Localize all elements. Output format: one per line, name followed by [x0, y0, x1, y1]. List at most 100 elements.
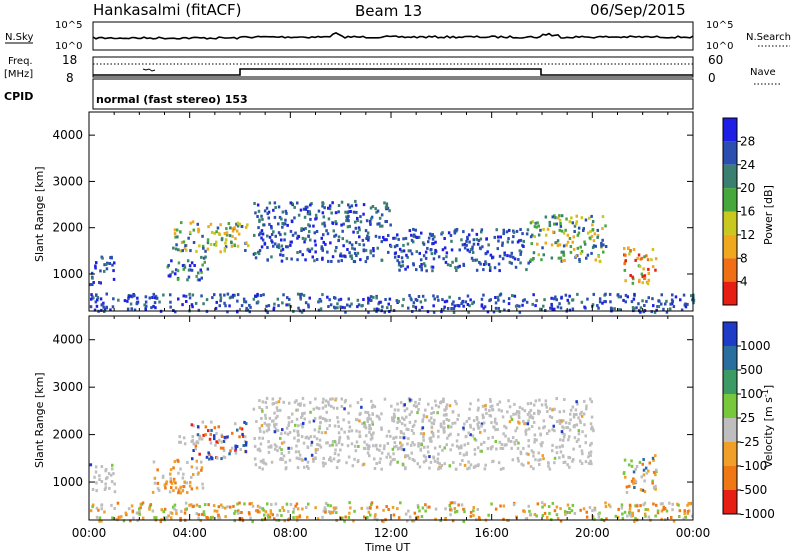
- heatmap-cell: [363, 425, 366, 428]
- heatmap-cell: [529, 258, 533, 262]
- heatmap-cell: [437, 452, 440, 456]
- heatmap-cell: [337, 453, 340, 457]
- heatmap-cell: [302, 441, 306, 445]
- heatmap-cell: [405, 427, 408, 431]
- colorbar-tick-label: 20: [740, 181, 755, 195]
- heatmap-cell: [465, 435, 468, 438]
- heatmap-cell: [286, 432, 290, 436]
- heatmap-cell: [417, 442, 420, 445]
- heatmap-cell: [256, 203, 260, 207]
- heatmap-cell: [484, 262, 488, 266]
- heatmap-cell: [481, 404, 485, 408]
- heatmap-cell: [455, 439, 459, 443]
- heatmap-cell: [428, 419, 431, 423]
- heatmap-cell: [275, 422, 278, 426]
- heatmap-cell: [104, 263, 108, 266]
- heatmap-cell: [580, 462, 584, 465]
- heatmap-cell: [353, 457, 356, 461]
- heatmap-cell: [482, 263, 486, 266]
- heatmap-cell: [568, 428, 572, 432]
- heatmap-cell: [369, 206, 373, 210]
- heatmap-cell: [542, 419, 546, 423]
- y-tick-label: 3000: [52, 380, 83, 394]
- heatmap-cell: [512, 412, 515, 416]
- heatmap-cell: [407, 306, 410, 310]
- heatmap-cell: [553, 307, 556, 311]
- heatmap-cell: [480, 297, 484, 301]
- heatmap-cell: [558, 243, 562, 247]
- heatmap-cell: [517, 420, 520, 424]
- heatmap-cell: [353, 247, 356, 251]
- heatmap-cell: [104, 469, 107, 473]
- heatmap-cell: [408, 420, 412, 424]
- heatmap-cell: [480, 303, 484, 307]
- heatmap-cell: [403, 436, 407, 440]
- heatmap-cell: [179, 491, 182, 495]
- heatmap-cell: [397, 516, 401, 520]
- heatmap-cell: [113, 261, 116, 265]
- heatmap-cell: [274, 427, 278, 431]
- heatmap-cell: [138, 510, 141, 514]
- heatmap-cell: [197, 227, 200, 231]
- x-tick-label: 00:00: [676, 526, 711, 540]
- heatmap-cell: [329, 397, 332, 401]
- heatmap-cell: [153, 301, 157, 305]
- heatmap-cell: [686, 511, 689, 515]
- heatmap-cell: [296, 507, 300, 511]
- heatmap-cell: [620, 506, 624, 510]
- heatmap-cell: [370, 405, 374, 409]
- heatmap-cell: [540, 444, 543, 448]
- heatmap-cell: [463, 422, 466, 426]
- heatmap-cell: [491, 435, 494, 439]
- heatmap-cell: [471, 245, 474, 249]
- heatmap-cell: [366, 234, 369, 238]
- heatmap-cell: [390, 404, 393, 408]
- heatmap-cell: [364, 248, 368, 252]
- heatmap-cell: [449, 513, 452, 517]
- heatmap-cell: [692, 301, 695, 305]
- heatmap-cell: [498, 400, 502, 404]
- heatmap-cell: [257, 226, 260, 230]
- heatmap-cell: [270, 445, 273, 449]
- heatmap-cell: [340, 259, 343, 263]
- heatmap-cell: [632, 307, 636, 311]
- heatmap-cell: [281, 428, 284, 432]
- heatmap-cell: [94, 266, 97, 270]
- heatmap-cell: [520, 462, 523, 466]
- heatmap-cell: [579, 459, 582, 463]
- heatmap-cell: [357, 226, 361, 230]
- heatmap-cell: [377, 415, 380, 419]
- heatmap-cell: [96, 296, 100, 299]
- heatmap-cell: [256, 448, 260, 452]
- x-tick-label: 00:00: [72, 526, 107, 540]
- heatmap-cell: [434, 507, 438, 511]
- heatmap-cell: [230, 244, 234, 248]
- heatmap-cell: [487, 243, 490, 247]
- colorbar-segment: [723, 394, 737, 418]
- freq-label-2: [MHz]: [4, 69, 33, 80]
- heatmap-cell: [179, 230, 182, 234]
- heatmap-cell: [321, 222, 324, 226]
- heatmap-cell: [304, 258, 307, 262]
- heatmap-cell: [260, 408, 264, 411]
- heatmap-cell: [399, 441, 402, 445]
- heatmap-cell: [162, 510, 165, 514]
- heatmap-cell: [399, 401, 403, 405]
- heatmap-cell: [209, 222, 213, 226]
- heatmap-cell: [387, 508, 390, 511]
- heatmap-cell: [223, 249, 226, 253]
- heatmap-cell: [480, 442, 483, 446]
- heatmap-cell: [516, 456, 520, 460]
- heatmap-cell: [581, 452, 584, 456]
- heatmap-cell: [609, 505, 612, 509]
- heatmap-cell: [256, 292, 259, 296]
- heatmap-cell: [344, 398, 347, 402]
- noise-panel: N.Sky 10^5 10^0 10^5 10^0 N.Search: [5, 20, 791, 52]
- heatmap-cell: [223, 301, 226, 305]
- heatmap-cell: [462, 428, 465, 432]
- heatmap-cell: [639, 504, 642, 508]
- heatmap-cell: [299, 295, 302, 299]
- heatmap-cell: [630, 459, 633, 463]
- heatmap-cell: [194, 444, 198, 448]
- heatmap-cell: [312, 457, 315, 461]
